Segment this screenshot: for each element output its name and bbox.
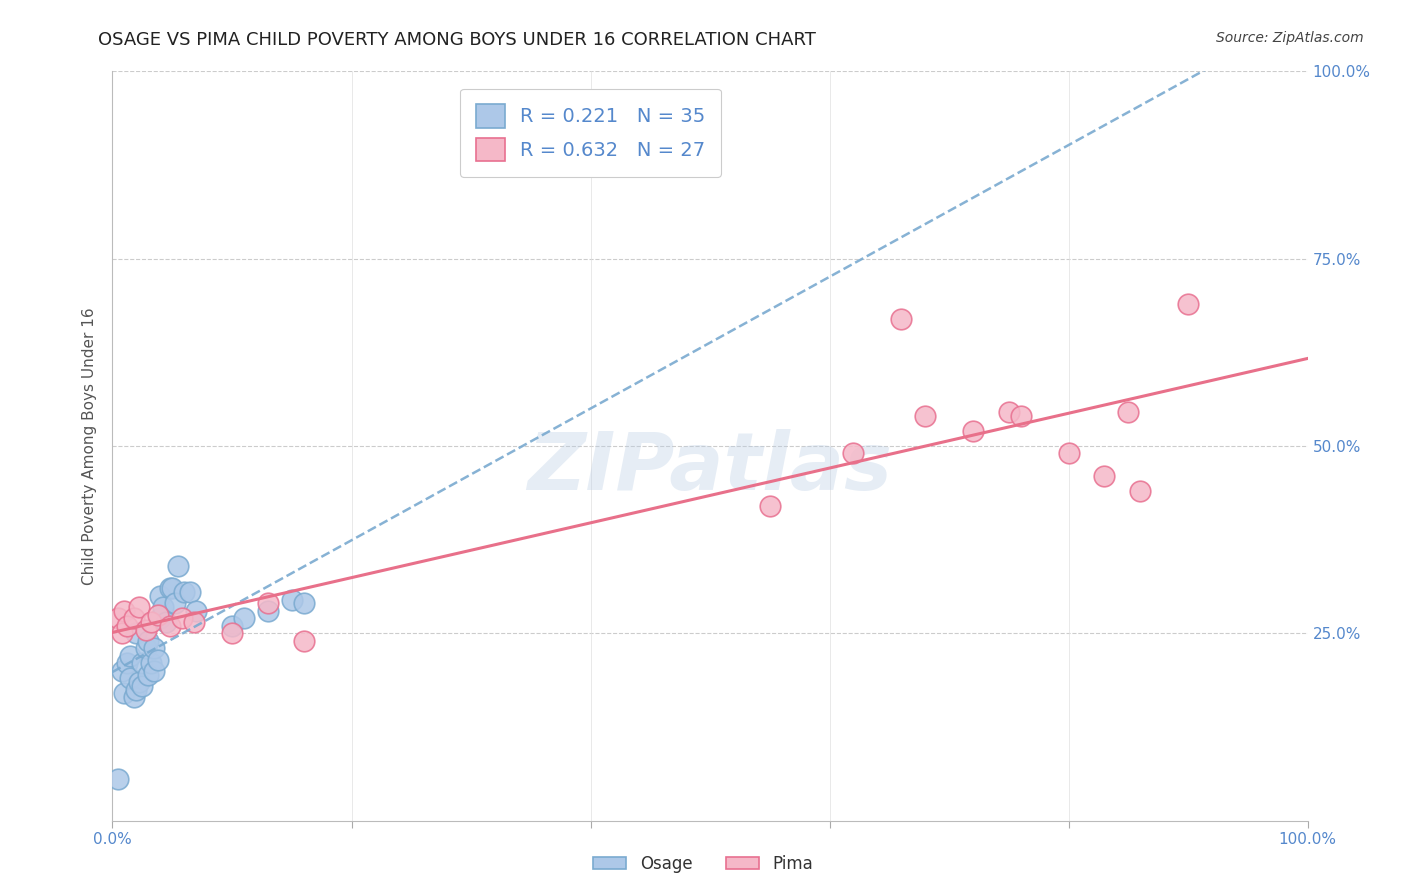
- Point: [281, 592, 304, 607]
- Point: [128, 600, 150, 615]
- Y-axis label: Child Poverty Among Boys Under 16: Child Poverty Among Boys Under 16: [82, 307, 97, 585]
- Point: [186, 604, 208, 618]
- Legend: Osage, Pima: Osage, Pima: [586, 848, 820, 880]
- Point: [135, 623, 157, 637]
- Point: [159, 619, 181, 633]
- Point: [162, 582, 183, 596]
- Point: [173, 585, 195, 599]
- Point: [292, 633, 315, 648]
- Point: [155, 615, 177, 629]
- Point: [842, 446, 865, 460]
- Text: ZIPatlas: ZIPatlas: [527, 429, 893, 508]
- Text: OSAGE VS PIMA CHILD POVERTY AMONG BOYS UNDER 16 CORRELATION CHART: OSAGE VS PIMA CHILD POVERTY AMONG BOYS U…: [98, 31, 817, 49]
- Point: [1118, 405, 1140, 419]
- Point: [152, 600, 174, 615]
- Point: [170, 611, 193, 625]
- Point: [135, 641, 157, 656]
- Point: [179, 585, 201, 599]
- Point: [122, 690, 145, 704]
- Legend: R = 0.221   N = 35, R = 0.632   N = 27: R = 0.221 N = 35, R = 0.632 N = 27: [460, 88, 721, 177]
- Point: [114, 686, 135, 700]
- Point: [1177, 296, 1199, 310]
- Point: [131, 657, 153, 671]
- Point: [292, 596, 315, 610]
- Text: Source: ZipAtlas.com: Source: ZipAtlas.com: [1216, 31, 1364, 45]
- Point: [139, 657, 162, 671]
- Point: [114, 604, 135, 618]
- Point: [163, 596, 186, 610]
- Point: [221, 626, 243, 640]
- Point: [122, 611, 145, 625]
- Point: [107, 611, 129, 625]
- Point: [111, 626, 134, 640]
- Point: [890, 311, 912, 326]
- Point: [115, 657, 138, 671]
- Point: [125, 626, 148, 640]
- Point: [759, 499, 782, 513]
- Point: [962, 424, 984, 438]
- Point: [120, 671, 142, 685]
- Point: [120, 648, 142, 663]
- Point: [1129, 483, 1152, 498]
- Point: [257, 604, 280, 618]
- Point: [146, 607, 169, 622]
- Point: [149, 611, 172, 625]
- Point: [257, 596, 280, 610]
- Point: [143, 664, 166, 678]
- Point: [138, 667, 160, 681]
- Point: [233, 611, 256, 625]
- Point: [128, 675, 150, 690]
- Point: [221, 619, 243, 633]
- Point: [138, 633, 160, 648]
- Point: [1094, 469, 1116, 483]
- Point: [1010, 409, 1032, 423]
- Point: [115, 619, 138, 633]
- Point: [998, 405, 1021, 419]
- Point: [143, 641, 166, 656]
- Point: [149, 589, 172, 603]
- Point: [914, 409, 936, 423]
- Point: [125, 682, 148, 697]
- Point: [111, 664, 134, 678]
- Point: [183, 615, 205, 629]
- Point: [1057, 446, 1080, 460]
- Point: [131, 679, 153, 693]
- Point: [107, 772, 129, 787]
- Point: [139, 615, 162, 629]
- Point: [146, 652, 169, 666]
- Point: [159, 582, 181, 596]
- Point: [167, 558, 190, 573]
